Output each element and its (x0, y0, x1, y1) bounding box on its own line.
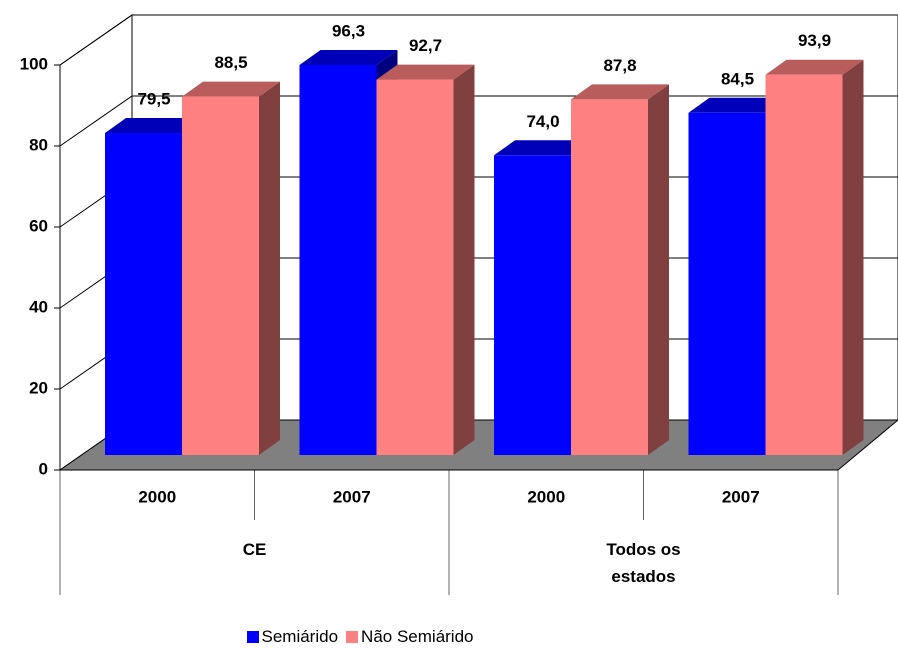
group-label: Todos os estados (606, 540, 681, 586)
bar-side (453, 64, 475, 455)
bar-side (259, 81, 280, 455)
value-label: 87,8 (603, 56, 636, 75)
x-tick-label: 2000 (138, 487, 176, 506)
value-label: 93,9 (798, 31, 831, 50)
bar-top (571, 84, 669, 100)
bar (299, 64, 377, 456)
y-tick-label: 20 (29, 378, 48, 397)
bar (105, 133, 182, 455)
bar-side (842, 59, 864, 455)
y-tick-label: 0 (39, 459, 48, 478)
bar-top (376, 64, 475, 80)
y-tick-label: 80 (29, 135, 48, 154)
value-label: 84,5 (721, 69, 754, 88)
group-label: CE (242, 540, 267, 559)
legend-swatch (346, 631, 359, 643)
value-label: 88,5 (214, 53, 247, 72)
bar (182, 96, 259, 455)
value-label: 92,7 (409, 36, 442, 55)
bar-top (299, 49, 398, 65)
bar (376, 79, 454, 455)
legend-swatch (246, 631, 259, 643)
bar (494, 155, 571, 456)
y-tick-label: 100 (20, 54, 48, 73)
x-tick-label: 2007 (722, 487, 760, 506)
bar (765, 74, 843, 455)
legend-label: Não Semiárido (361, 627, 474, 646)
bar-top (765, 59, 864, 75)
bar-top (688, 97, 787, 113)
grid-line (59, 14, 133, 66)
bar-top (105, 118, 203, 134)
bar-top (494, 140, 592, 156)
bar (571, 99, 648, 455)
x-tick-label: 2007 (333, 487, 371, 506)
legend-item: Semiárido (246, 627, 339, 647)
bar (688, 112, 766, 456)
y-tick-label: 60 (29, 216, 48, 235)
x-tick-label: 2000 (527, 487, 565, 506)
grid-line (59, 95, 133, 147)
value-label: 79,5 (137, 90, 170, 109)
legend-label: Semiárido (261, 627, 339, 646)
value-label: 74,0 (526, 112, 559, 131)
value-label: 96,3 (332, 21, 365, 40)
y-tick-label: 40 (29, 297, 48, 316)
legend-item: Não Semiárido (346, 627, 474, 647)
bar-side (648, 84, 669, 455)
bar-top (182, 81, 280, 97)
legend: Semiárido Não Semiárido (0, 627, 720, 647)
